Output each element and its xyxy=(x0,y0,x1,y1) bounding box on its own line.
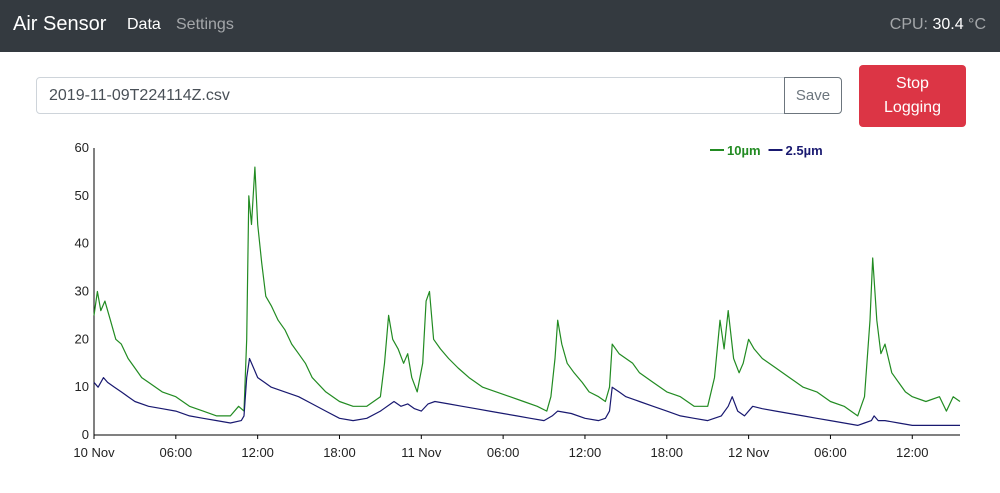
nav-link-data[interactable]: Data xyxy=(127,16,161,33)
save-button[interactable]: Save xyxy=(784,77,842,114)
x-tick-label: 06:00 xyxy=(487,445,520,460)
x-tick-label: 12 Nov xyxy=(728,445,770,460)
x-tick-label: 12:00 xyxy=(569,445,602,460)
x-tick-label: 18:00 xyxy=(651,445,684,460)
series-line-0 xyxy=(93,166,961,417)
x-tick-label: 12:00 xyxy=(896,445,929,460)
chart-legend: 10µm 2.5µm xyxy=(710,143,823,158)
y-tick-label: 40 xyxy=(75,236,89,251)
x-tick-label: 12:00 xyxy=(241,445,274,460)
cpu-unit: °C xyxy=(968,16,986,33)
air-quality-chart: 0 10 20 30 40 50 60 10 Nov 06:00 12:00 18:00 11 No… xyxy=(73,140,961,460)
navbar: Air Sensor Data Settings CPU: 30.4 °C xyxy=(0,0,1000,52)
chart-series xyxy=(93,166,961,426)
x-tick-label: 06:00 xyxy=(814,445,847,460)
y-tick-label: 30 xyxy=(75,284,89,299)
legend-label-0: 10µm xyxy=(727,143,761,158)
x-tick-labels: 10 Nov 06:00 12:00 18:00 11 Nov 06:00 12:00 18:… xyxy=(73,445,928,460)
cpu-temperature-readout: CPU: 30.4 °C xyxy=(890,16,986,34)
cpu-value: 30.4 xyxy=(932,16,964,33)
series-line-1 xyxy=(93,357,960,426)
brand-logo-text[interactable]: Air Sensor xyxy=(13,13,107,35)
y-tick-label: 10 xyxy=(75,379,89,394)
x-tick-label: 06:00 xyxy=(160,445,193,460)
filename-input[interactable] xyxy=(36,77,811,114)
cpu-label: CPU: xyxy=(889,16,928,33)
y-tick-label: 20 xyxy=(75,331,89,346)
legend-label-1: 2.5µm xyxy=(786,143,823,158)
x-tick-label: 11 Nov xyxy=(401,445,442,460)
stop-logging-button[interactable]: Stop Logging xyxy=(859,65,966,127)
y-tick-labels: 0 10 20 30 40 50 60 xyxy=(75,140,89,442)
x-tick-label: 10 Nov xyxy=(73,445,115,460)
chart-axes xyxy=(93,148,960,439)
x-tick-label: 18:00 xyxy=(323,445,356,460)
y-tick-label: 0 xyxy=(82,427,89,442)
y-tick-label: 60 xyxy=(75,140,89,155)
nav-link-settings[interactable]: Settings xyxy=(176,16,234,33)
y-tick-label: 50 xyxy=(75,188,89,203)
